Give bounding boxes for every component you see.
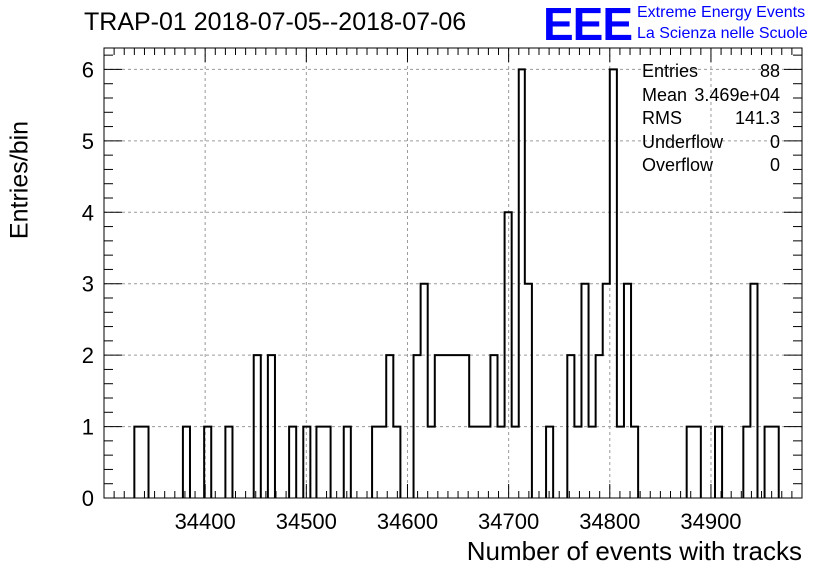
stats-key: Underflow <box>642 131 724 152</box>
stats-row-underflow: Underflow 0 <box>642 131 780 155</box>
histogram-bin <box>715 427 722 498</box>
stats-row-overflow: Overflow 0 <box>642 154 780 178</box>
stats-value: 0 <box>769 131 780 152</box>
stats-key: Overflow <box>642 155 714 175</box>
stats-row-rms: RMS 141.3 <box>642 107 780 131</box>
histogram-bin <box>589 427 596 498</box>
x-tick-label: 34700 <box>478 509 539 534</box>
stats-value: 0 <box>769 155 780 175</box>
histogram-bin <box>603 284 610 498</box>
stats-box: Entries 88 Mean 3.469e+04 RMS 141.3 Unde… <box>642 60 780 178</box>
histogram-bin <box>624 284 631 498</box>
stats-key: RMS <box>642 108 682 128</box>
histogram-bin <box>519 69 525 498</box>
histogram-bin <box>512 427 519 498</box>
plot-frame <box>103 47 803 499</box>
histogram-bin <box>687 427 701 498</box>
y-axis-label: Entries/bin <box>5 120 34 240</box>
histogram-bin <box>204 427 211 498</box>
eee-logo: EEE <box>543 0 633 50</box>
y-tick-label: 2 <box>82 343 94 368</box>
histogram-bin <box>183 427 190 498</box>
histogram-bin <box>421 284 428 498</box>
stats-key: Entries <box>642 61 699 81</box>
histogram-bin <box>505 212 512 498</box>
histogram-bin <box>414 355 421 498</box>
histogram-bin <box>303 427 310 498</box>
histogram-bin <box>610 69 617 498</box>
stats-row-entries: Entries 88 <box>642 60 780 84</box>
histogram-bin <box>268 355 275 498</box>
y-tick-label: 5 <box>82 129 94 154</box>
y-tick-label: 0 <box>82 486 94 511</box>
histogram-bin <box>617 427 624 498</box>
histogram-bin <box>567 355 574 498</box>
histogram-bin <box>765 427 779 498</box>
histogram-bin <box>490 355 497 498</box>
histogram-bin <box>254 355 261 498</box>
histogram-bin <box>134 427 148 498</box>
histogram-bin <box>581 284 588 498</box>
x-axis-label: Number of events with tracks <box>466 536 802 566</box>
y-tick-label: 3 <box>82 272 94 297</box>
stats-key: Mean <box>642 84 688 105</box>
histogram-bin <box>750 284 757 498</box>
histogram-bin <box>372 427 386 498</box>
histogram-bin <box>469 427 490 498</box>
histogram-bin <box>574 427 581 498</box>
histogram-bin <box>316 427 330 498</box>
x-tick-label: 34500 <box>276 509 337 534</box>
stats-row-mean: Mean 3.469e+04 <box>642 84 780 108</box>
x-tick-label: 34600 <box>377 509 438 534</box>
histogram-bin <box>498 427 505 498</box>
stats-value: 3.469e+04 <box>694 84 780 105</box>
y-tick-label: 6 <box>82 57 94 82</box>
histogram-bin <box>225 427 232 498</box>
histogram-bin <box>631 427 638 498</box>
histogram-series <box>133 68 780 498</box>
y-tick-label: 1 <box>82 415 94 440</box>
stats-value: 88 <box>759 61 780 81</box>
stats-value: 141.3 <box>734 108 780 128</box>
histogram-bin <box>344 427 351 498</box>
histogram-bin <box>289 427 296 498</box>
histogram-bin <box>435 355 469 498</box>
x-tick-label: 34900 <box>680 509 741 534</box>
histogram-bin <box>393 427 400 498</box>
histogram-bin <box>596 355 603 498</box>
y-tick-label: 4 <box>82 200 94 225</box>
logo-line-1: Extreme Energy Events <box>637 4 806 21</box>
x-tick-label: 34400 <box>175 509 236 534</box>
x-tick-label: 34800 <box>579 509 640 534</box>
logo-caption: Extreme Energy Events La Scienza nelle S… <box>637 2 808 44</box>
histogram-bin <box>386 355 393 498</box>
histogram-bin <box>525 284 532 498</box>
logo-line-2: La Scienza nelle Scuole <box>637 25 808 42</box>
histogram-bin <box>743 427 750 498</box>
axes: 0 1 2 3 4 5 6 34400 34500 34600 34700 34800 34900 <box>82 48 802 534</box>
histogram-bin <box>428 427 435 498</box>
chart-title: TRAP-01 2018-07-05--2018-07-06 <box>84 8 467 36</box>
histogram-bin <box>546 427 553 498</box>
